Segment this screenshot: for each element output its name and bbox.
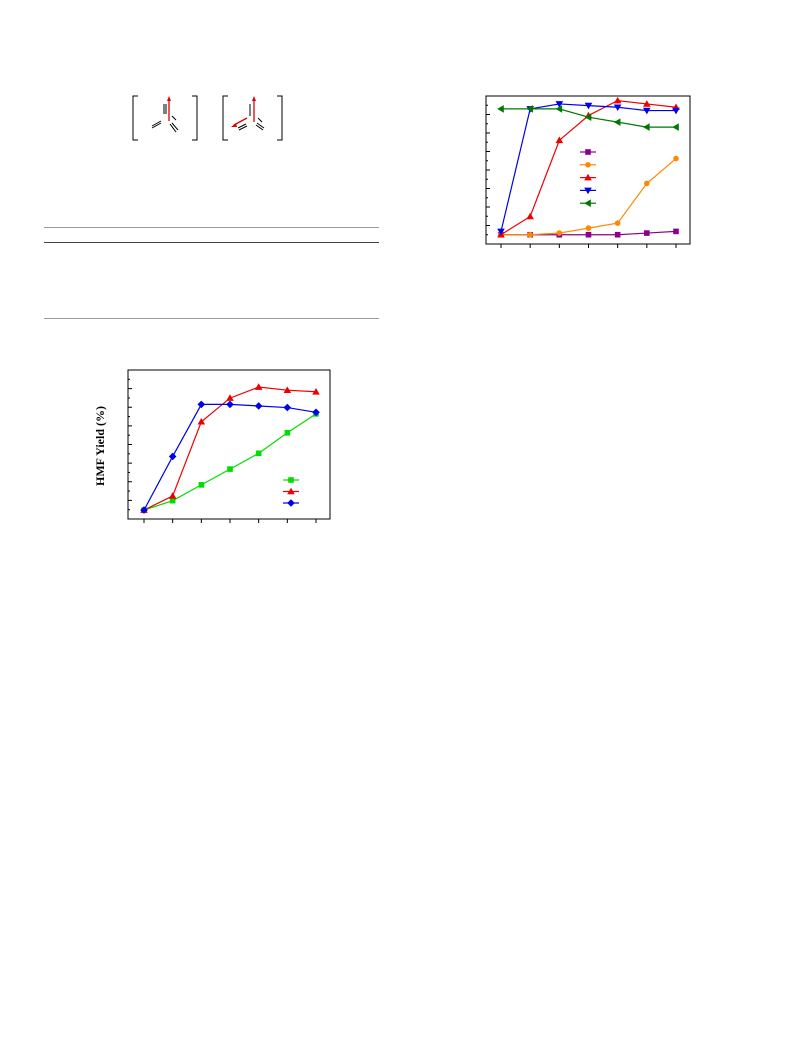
- series-2-point: [673, 155, 679, 162]
- series-1-point: [227, 466, 233, 472]
- series-3-point: [226, 400, 234, 409]
- legend-marker-5: [584, 199, 591, 207]
- series-3-point: [254, 402, 263, 410]
- series-2-point: [527, 231, 533, 238]
- table-bottom-rule: [44, 318, 379, 319]
- legend-marker-3: [584, 173, 592, 181]
- series-5-point: [613, 118, 621, 126]
- legend-marker-2: [585, 162, 591, 168]
- series-line-2: [501, 158, 677, 236]
- y-axis-label: HMF Yield (%): [93, 406, 107, 486]
- series-4-point: [672, 107, 680, 115]
- series-4-point: [497, 228, 505, 236]
- series-1-point: [169, 497, 176, 504]
- legend-marker-1: [288, 477, 294, 483]
- series-3-point: [613, 96, 622, 104]
- series-1-point: [284, 430, 291, 436]
- series-2-point: [168, 492, 177, 499]
- series-2-point: [644, 180, 650, 187]
- structure-complex-right: [222, 95, 283, 141]
- series-2-point: [283, 386, 292, 393]
- series-5-point: [584, 113, 592, 121]
- series-1-point: [198, 482, 205, 488]
- series-5-point: [643, 123, 650, 131]
- series-5-point: [555, 105, 563, 113]
- legend-marker-1: [585, 149, 591, 155]
- table-header-rule: [44, 242, 379, 243]
- series-1-point: [644, 230, 650, 236]
- series-1-point: [614, 231, 621, 238]
- legend-marker-4: [584, 187, 592, 195]
- series-3-point: [197, 400, 206, 409]
- series-3-point: [168, 452, 177, 461]
- series-2-point: [614, 220, 621, 226]
- series-3-point: [312, 408, 320, 417]
- series-2-point: [254, 383, 263, 390]
- axis-ticks: [486, 95, 677, 248]
- series-5-point: [672, 123, 679, 131]
- series-2-point: [585, 225, 592, 231]
- series-5-point: [497, 105, 504, 113]
- series-4-point: [555, 101, 564, 108]
- legend: [580, 149, 596, 207]
- series-3-point: [526, 212, 534, 220]
- series-4-point: [584, 102, 593, 110]
- series-group: [497, 96, 680, 238]
- structure-complex-left: [132, 95, 198, 141]
- legend-marker-2: [287, 487, 295, 495]
- series-5-point: [526, 105, 533, 113]
- series-1-point: [585, 231, 592, 238]
- legend-marker-3: [287, 499, 295, 507]
- series-4-point: [643, 107, 651, 115]
- series-3-point: [555, 136, 564, 144]
- legend: [283, 477, 299, 507]
- series-1-point: [255, 450, 262, 457]
- series-2-point: [197, 417, 206, 425]
- series-2-point: [312, 387, 320, 395]
- series-line-4: [500, 103, 676, 232]
- series-group: [140, 383, 320, 514]
- axis-ticks: [128, 369, 317, 523]
- series-3-point: [140, 506, 148, 514]
- series-4-point: [613, 104, 622, 112]
- table-top-rule: [44, 227, 379, 228]
- series-2-point: [226, 394, 234, 401]
- series-3-point: [283, 403, 292, 412]
- series-1-point: [673, 228, 679, 235]
- series-2-point: [556, 230, 563, 236]
- series-3-point: [643, 100, 651, 107]
